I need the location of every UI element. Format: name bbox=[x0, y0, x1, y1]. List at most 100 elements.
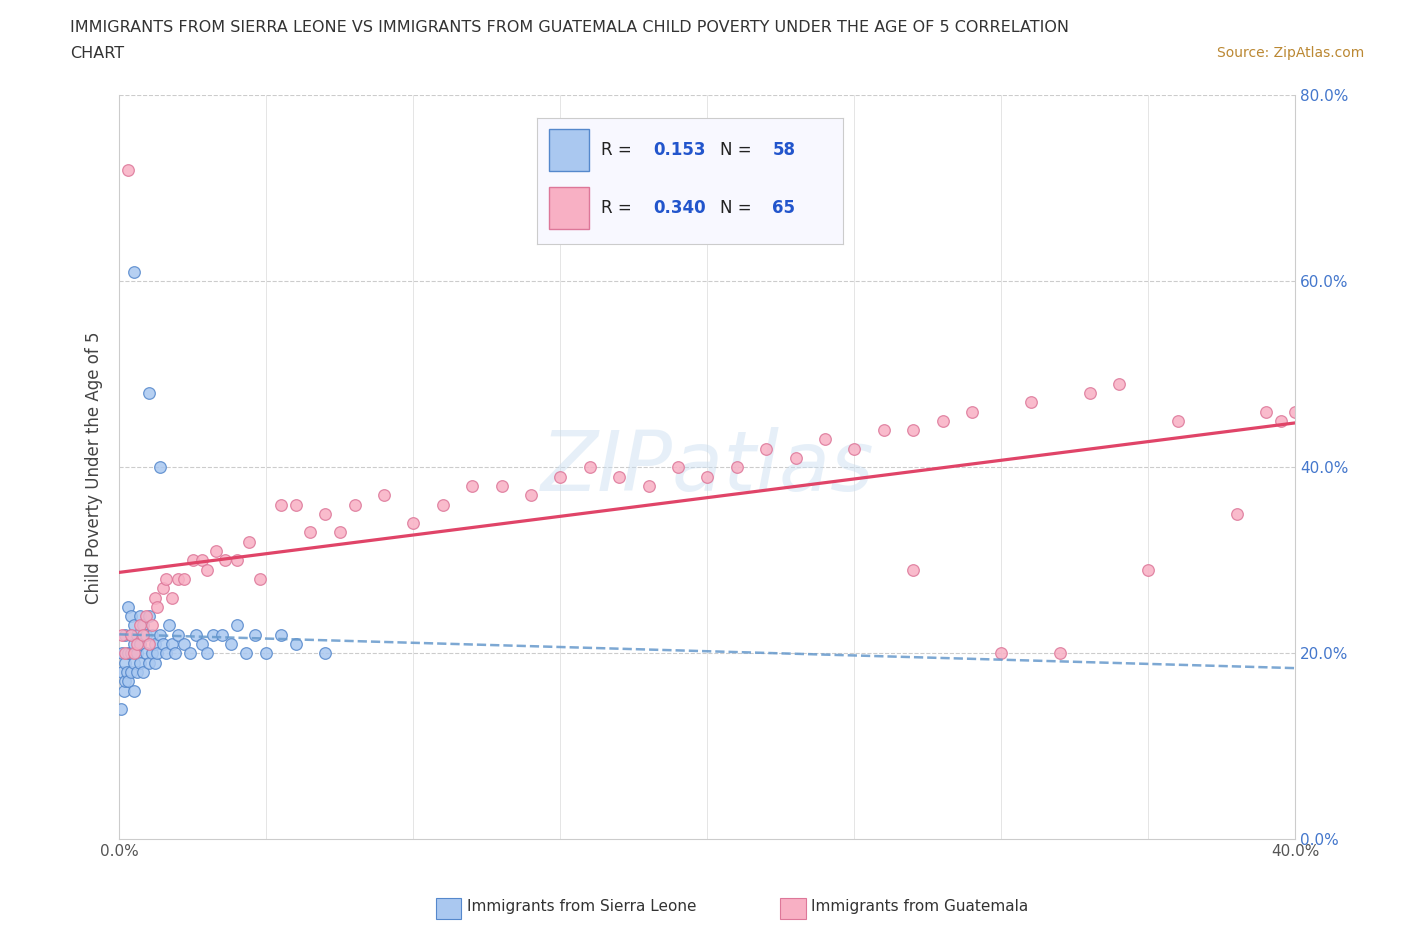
Point bbox=[578, 460, 600, 475]
Point bbox=[696, 470, 718, 485]
Point bbox=[214, 553, 236, 568]
Point bbox=[122, 618, 145, 633]
Point bbox=[114, 646, 136, 661]
Point bbox=[114, 656, 136, 671]
Point bbox=[122, 637, 145, 652]
Y-axis label: Child Poverty Under the Age of 5: Child Poverty Under the Age of 5 bbox=[86, 331, 103, 604]
Point bbox=[117, 600, 139, 615]
Point bbox=[120, 609, 142, 624]
Point bbox=[120, 646, 142, 661]
Point bbox=[225, 553, 247, 568]
Point bbox=[1078, 386, 1101, 401]
Point bbox=[155, 646, 177, 661]
Point bbox=[299, 525, 322, 540]
Text: IMMIGRANTS FROM SIERRA LEONE VS IMMIGRANTS FROM GUATEMALA CHILD POVERTY UNDER TH: IMMIGRANTS FROM SIERRA LEONE VS IMMIGRAN… bbox=[70, 20, 1070, 35]
Point bbox=[1284, 405, 1306, 419]
Point bbox=[814, 432, 837, 447]
Point bbox=[235, 646, 257, 661]
Point bbox=[270, 498, 292, 512]
Point bbox=[205, 544, 228, 559]
Point bbox=[197, 646, 219, 661]
Point bbox=[238, 535, 260, 550]
Point bbox=[138, 609, 160, 624]
Point bbox=[141, 618, 163, 633]
Point bbox=[122, 684, 145, 698]
Point bbox=[270, 628, 292, 643]
Point bbox=[143, 656, 166, 671]
Point bbox=[141, 646, 163, 661]
Point bbox=[402, 516, 425, 531]
Point bbox=[1270, 414, 1292, 429]
Point bbox=[138, 637, 160, 652]
Point bbox=[152, 581, 174, 596]
Point bbox=[112, 684, 135, 698]
Point bbox=[128, 609, 150, 624]
Point bbox=[173, 637, 195, 652]
Point bbox=[314, 507, 336, 522]
Point bbox=[160, 591, 183, 605]
Point bbox=[725, 460, 748, 475]
Point bbox=[135, 609, 157, 624]
Point bbox=[329, 525, 352, 540]
Point bbox=[160, 637, 183, 652]
Text: Source: ZipAtlas.com: Source: ZipAtlas.com bbox=[1216, 46, 1364, 60]
Point bbox=[785, 451, 807, 466]
Point bbox=[755, 442, 778, 457]
Point bbox=[165, 646, 187, 661]
Point bbox=[110, 702, 132, 717]
Point bbox=[117, 646, 139, 661]
Point bbox=[225, 618, 247, 633]
Point bbox=[249, 572, 271, 587]
Point bbox=[637, 479, 659, 494]
Point bbox=[111, 628, 134, 643]
Point bbox=[666, 460, 689, 475]
Point bbox=[125, 637, 148, 652]
Point bbox=[132, 665, 155, 680]
Point bbox=[138, 386, 160, 401]
Point bbox=[120, 665, 142, 680]
Point bbox=[114, 628, 136, 643]
Point bbox=[117, 674, 139, 689]
Point bbox=[550, 470, 572, 485]
Point bbox=[117, 163, 139, 178]
Point bbox=[181, 553, 204, 568]
Point bbox=[132, 628, 155, 643]
Point bbox=[903, 563, 925, 578]
Point bbox=[1049, 646, 1071, 661]
Point bbox=[873, 423, 896, 438]
Point bbox=[111, 646, 134, 661]
Point bbox=[122, 646, 145, 661]
Text: Immigrants from Guatemala: Immigrants from Guatemala bbox=[811, 899, 1029, 914]
Point bbox=[157, 618, 180, 633]
Point bbox=[903, 423, 925, 438]
Point bbox=[1019, 395, 1042, 410]
Text: Immigrants from Sierra Leone: Immigrants from Sierra Leone bbox=[467, 899, 696, 914]
Point bbox=[190, 553, 212, 568]
Point bbox=[128, 656, 150, 671]
Point bbox=[128, 637, 150, 652]
Point bbox=[146, 600, 169, 615]
Point bbox=[125, 628, 148, 643]
Point bbox=[135, 628, 157, 643]
Point bbox=[960, 405, 983, 419]
Text: ZIPatlas: ZIPatlas bbox=[540, 427, 875, 508]
Point bbox=[197, 563, 219, 578]
Point bbox=[1167, 414, 1189, 429]
Point bbox=[120, 628, 142, 643]
Point bbox=[520, 488, 543, 503]
Point bbox=[343, 498, 366, 512]
Point bbox=[141, 628, 163, 643]
Point bbox=[138, 656, 160, 671]
Point bbox=[167, 628, 190, 643]
Point bbox=[135, 646, 157, 661]
Point bbox=[254, 646, 277, 661]
Point bbox=[125, 665, 148, 680]
Point bbox=[607, 470, 630, 485]
Point bbox=[115, 665, 138, 680]
Point bbox=[844, 442, 866, 457]
Point bbox=[122, 656, 145, 671]
Point bbox=[152, 637, 174, 652]
Point bbox=[491, 479, 513, 494]
Point bbox=[243, 628, 266, 643]
Point bbox=[167, 572, 190, 587]
